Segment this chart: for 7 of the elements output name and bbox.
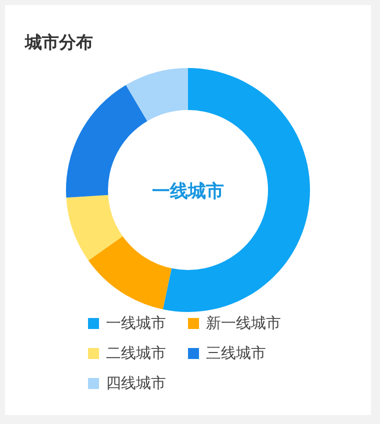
legend-label: 二线城市	[106, 344, 166, 362]
legend-label: 一线城市	[106, 314, 166, 332]
text: 一线城市	[152, 181, 224, 202]
title: 城市分布	[25, 33, 93, 53]
legend-label: 新一线城市	[206, 314, 281, 332]
legend-label: 四线城市	[106, 374, 166, 392]
legend-label: 三线城市	[206, 344, 266, 362]
